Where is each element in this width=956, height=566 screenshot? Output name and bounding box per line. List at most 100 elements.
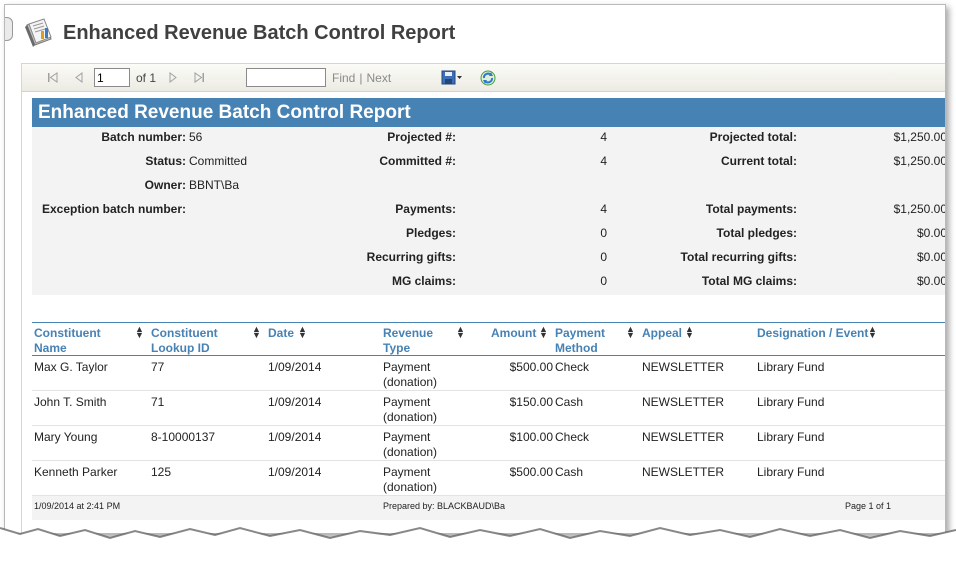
cell-date: 1/09/2014 (268, 360, 322, 374)
cell-amount: $100.00 (509, 430, 553, 444)
cell-designation: Library Fund (757, 395, 825, 409)
find-next-link[interactable]: Next (366, 70, 392, 85)
header-revenue-type[interactable]: Revenue Type (383, 326, 434, 355)
cell-payment-method: Check (555, 430, 590, 444)
sort-icon[interactable]: ▲ ▼ (298, 324, 307, 340)
total-pledges-label: Total pledges: (716, 226, 797, 240)
exception-batch-label: Exception batch number: (41, 202, 186, 216)
toolbar-separator: | (359, 70, 363, 85)
header-date[interactable]: Date (268, 326, 295, 340)
cell-lookup-id: 77 (151, 360, 165, 374)
recurring-gifts-label: Recurring gifts: (366, 250, 456, 264)
cell-revenue-type: Payment (donation) (383, 430, 438, 459)
page-number-input[interactable] (94, 68, 130, 87)
page-title: Enhanced Revenue Batch Control Report (63, 21, 456, 44)
cell-constituent-name: Mary Young (34, 430, 98, 444)
cell-revenue-type: Payment (donation) (383, 395, 438, 424)
table-row[interactable]: Kenneth Parker 125 1/09/2014 Payment (donati… (32, 461, 945, 496)
sort-icon[interactable]: ▲ ▼ (539, 324, 548, 340)
status-label: Status: (145, 154, 186, 168)
total-payments-value: $1,250.00 (893, 202, 946, 216)
sort-icon[interactable]: ▲ ▼ (456, 324, 465, 340)
cell-constituent-name: Max G. Taylor (34, 360, 108, 374)
cell-date: 1/09/2014 (268, 430, 322, 444)
report-viewer: of 1 Find | Next (21, 63, 946, 533)
cell-designation: Library Fund (757, 430, 825, 444)
cell-amount: $150.00 (509, 395, 553, 409)
footer-page-info: Page 1 of 1 (845, 501, 892, 511)
first-page-icon[interactable] (44, 69, 62, 87)
table-row[interactable]: Mary Young 8-10000137 1/09/2014 Payment (don… (32, 426, 945, 461)
header-amount[interactable]: Amount (491, 326, 537, 340)
report-banner-title: Enhanced Revenue Batch Control Report (32, 98, 945, 127)
header-designation[interactable]: Designation / Event (757, 326, 869, 340)
next-page-icon[interactable] (164, 69, 182, 87)
table-header: Constituent Name ▲ ▼ Constituent Lookup ID … (32, 322, 945, 356)
header-appeal[interactable]: Appeal (642, 326, 683, 340)
committed-count-value: 4 (600, 154, 607, 168)
footer-timestamp: 1/09/2014 at 2:41 PM (34, 501, 121, 511)
sort-icon[interactable]: ▲ ▼ (868, 324, 877, 340)
projected-count-label: Projected #: (387, 130, 456, 144)
collapse-handle[interactable] (5, 17, 13, 41)
cell-appeal: NEWSLETTER (642, 430, 725, 444)
batch-number-value: 56 (189, 130, 203, 144)
cell-amount: $500.00 (509, 465, 553, 479)
cell-revenue-type: Payment (donation) (383, 465, 438, 494)
cell-appeal: NEWSLETTER (642, 395, 725, 409)
owner-label: Owner: (144, 178, 186, 192)
total-mg-label: Total MG claims: (701, 274, 797, 288)
pledges-label: Pledges: (405, 226, 456, 240)
cell-appeal: NEWSLETTER (642, 465, 725, 479)
total-recurring-value: $0.00 (916, 250, 946, 264)
find-link[interactable]: Find (332, 70, 356, 85)
sort-icon[interactable]: ▲ ▼ (252, 324, 261, 340)
batch-number-label: Batch number: (101, 130, 186, 144)
total-pledges-value: $0.00 (916, 226, 946, 240)
mg-claims-value: 0 (600, 274, 607, 288)
cell-constituent-name: John T. Smith (34, 395, 107, 409)
footer-prepared-by: Prepared by: BLACKBAUD\Ba (383, 501, 506, 511)
previous-page-icon[interactable] (70, 69, 88, 87)
page-header: Enhanced Revenue Batch Control Report (23, 15, 455, 51)
table-row[interactable]: John T. Smith 71 1/09/2014 Payment (donation… (32, 391, 945, 426)
projected-total-label: Projected total: (709, 130, 797, 144)
table-row[interactable]: Max G. Taylor 77 1/09/2014 Payment (donation… (32, 356, 945, 391)
pledges-value: 0 (600, 226, 607, 240)
table-body: Max G. Taylor 77 1/09/2014 Payment (donation… (32, 356, 945, 496)
last-page-icon[interactable] (190, 69, 208, 87)
torn-edge-decoration (0, 526, 956, 566)
cell-date: 1/09/2014 (268, 465, 322, 479)
recurring-gifts-value: 0 (600, 250, 607, 264)
find-input[interactable] (246, 68, 327, 87)
payments-label: Payments: (395, 202, 456, 216)
header-constituent-name[interactable]: Constituent Name (34, 326, 101, 355)
owner-value: BBNT\Ba (189, 178, 240, 192)
current-total-label: Current total: (721, 154, 797, 168)
payments-value: 4 (600, 202, 607, 216)
header-payment-method[interactable]: Payment Method (555, 326, 606, 355)
refresh-icon[interactable] (479, 69, 497, 87)
cell-appeal: NEWSLETTER (642, 360, 725, 374)
total-recurring-label: Total recurring gifts: (680, 250, 797, 264)
batch-summary: Batch number: 56 Status: Committed Owner… (32, 127, 946, 295)
report-window: Enhanced Revenue Batch Control Report of… (4, 4, 946, 534)
total-payments-label: Total payments: (705, 202, 797, 216)
cell-lookup-id: 8-10000137 (151, 430, 216, 444)
report-book-icon (25, 18, 52, 47)
cell-lookup-id: 125 (151, 465, 172, 479)
current-total-value: $1,250.00 (893, 154, 946, 168)
sort-icon[interactable]: ▲ ▼ (626, 324, 635, 340)
total-mg-value: $0.00 (916, 274, 946, 288)
sort-icon[interactable]: ▲ ▼ (685, 324, 694, 340)
report-footer: 1/09/2014 at 2:41 PM Prepared by: BLACKB… (32, 496, 945, 520)
projected-count-value: 4 (600, 130, 607, 144)
cell-lookup-id: 71 (151, 395, 165, 409)
export-save-icon[interactable] (441, 69, 463, 87)
report-body: Enhanced Revenue Batch Control Report Ba… (32, 98, 946, 295)
cell-payment-method: Check (555, 360, 590, 374)
projected-total-value: $1,250.00 (893, 130, 946, 144)
cell-payment-method: Cash (555, 465, 584, 479)
header-lookup-id[interactable]: Constituent Lookup ID (151, 326, 218, 355)
sort-icon[interactable]: ▲ ▼ (135, 324, 144, 340)
